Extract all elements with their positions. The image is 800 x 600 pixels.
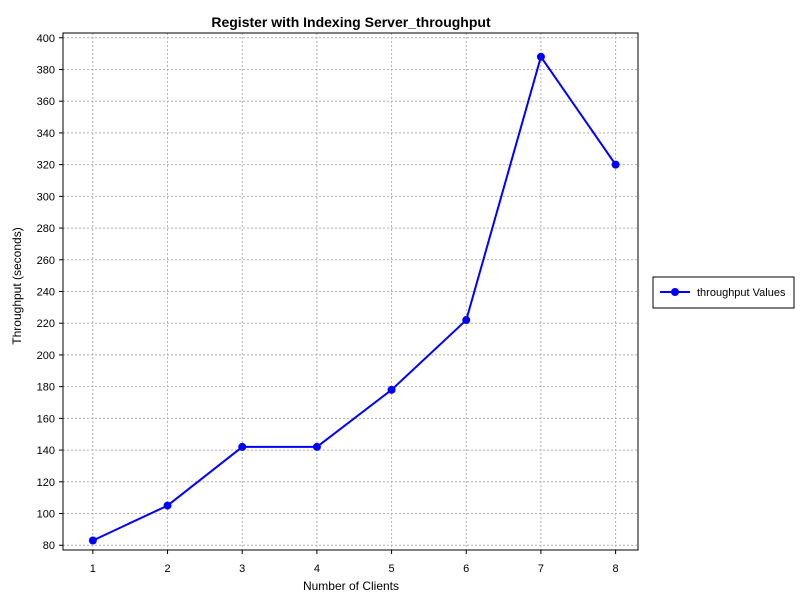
y-tick-label: 180 xyxy=(37,382,55,394)
y-tick-label: 320 xyxy=(37,160,55,172)
legend-label: throughput Values xyxy=(697,287,786,299)
data-point xyxy=(312,442,321,451)
y-tick-label: 200 xyxy=(37,350,55,362)
y-tick-label: 360 xyxy=(37,96,55,108)
data-point xyxy=(238,442,247,451)
x-tick-label: 5 xyxy=(389,563,395,575)
x-tick-label: 8 xyxy=(613,563,619,575)
y-tick-label: 400 xyxy=(37,33,55,45)
y-tick-label: 100 xyxy=(37,509,55,521)
y-tick-label: 380 xyxy=(37,64,55,76)
chart-title: Register with Indexing Server_throughput xyxy=(211,14,491,30)
data-point xyxy=(536,52,545,61)
y-tick-label: 140 xyxy=(37,445,55,457)
x-tick-label: 6 xyxy=(463,563,469,575)
x-axis-label: Number of Clients xyxy=(303,579,399,593)
y-tick-label: 240 xyxy=(37,287,55,299)
y-tick-label: 220 xyxy=(37,318,55,330)
x-tick-label: 2 xyxy=(164,563,170,575)
x-tick-label: 4 xyxy=(314,563,320,575)
y-axis: 80 100 120 140 160 180 200 220 240 260 280 300 320 34… xyxy=(37,33,63,552)
y-tick-label: 280 xyxy=(37,223,55,235)
y-tick-label: 300 xyxy=(37,191,55,203)
x-tick-label: 3 xyxy=(239,563,245,575)
data-point xyxy=(611,160,620,169)
series-line xyxy=(92,55,617,542)
x-tick-label: 1 xyxy=(90,563,96,575)
y-tick-label: 120 xyxy=(37,477,55,489)
legend: throughput Values xyxy=(652,276,795,309)
legend-marker xyxy=(671,288,679,296)
data-point xyxy=(387,385,396,394)
data-point xyxy=(163,501,172,510)
y-tick-label: 340 xyxy=(37,128,55,140)
series-layer xyxy=(88,52,620,545)
y-tick-label: 160 xyxy=(37,413,55,425)
y-tick-label: 260 xyxy=(37,255,55,267)
data-point xyxy=(88,536,97,545)
y-axis-label: Throughput (seconds) xyxy=(10,227,24,344)
data-point xyxy=(462,316,471,325)
x-tick-label: 7 xyxy=(538,563,544,575)
x-axis: 1 2 3 4 5 6 7 8 xyxy=(90,550,619,575)
y-tick-label: 80 xyxy=(43,540,55,552)
